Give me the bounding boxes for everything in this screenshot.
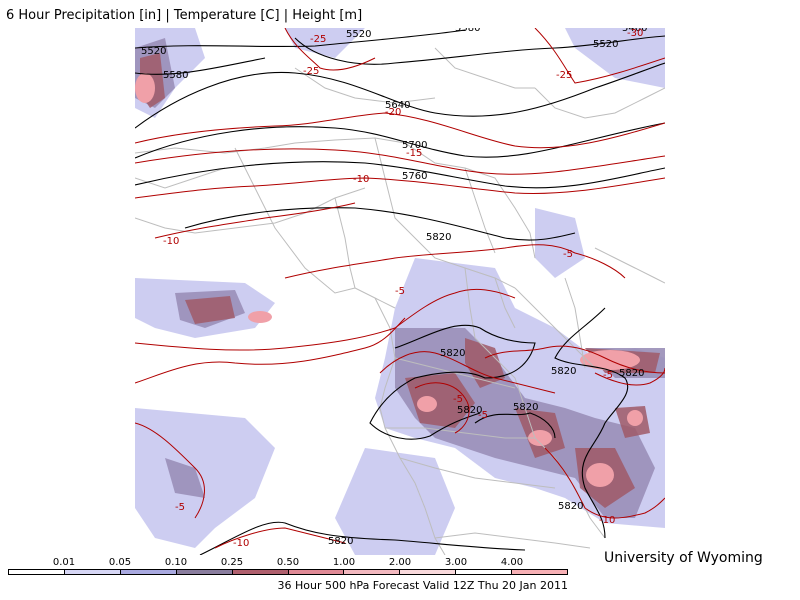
temp-label: -5 [175, 502, 185, 513]
height-label: 5460 [622, 28, 647, 34]
height-label: 5520 [346, 29, 371, 40]
legend-swatch [288, 570, 345, 574]
legend-threshold-label: 0.01 [52, 557, 76, 568]
height-label: 5820 [558, 501, 583, 512]
legend-swatch [512, 570, 568, 574]
forecast-caption: 36 Hour 500 hPa Forecast Valid 12Z Thu 2… [277, 579, 568, 592]
height-label: 5820 [426, 232, 451, 243]
temp-label: -10 [353, 174, 369, 185]
precip-legend: 0.01 0.05 0.10 0.25 0.50 1.00 2.00 3.00 4.00 36 … [8, 557, 568, 597]
temp-label: -10 [599, 515, 615, 526]
legend-threshold-label: 0.05 [108, 557, 132, 568]
height-label: 5640 [385, 100, 410, 111]
temp-label: -10 [233, 538, 249, 549]
temperature-contours [135, 28, 665, 549]
height-label: 5520 [593, 39, 618, 50]
temp-label: -5 [478, 410, 488, 421]
legend-threshold-label: 0.25 [220, 557, 244, 568]
map-canvas: 5520 5580 5460 5520 5520 5580 5640 5700 … [135, 28, 665, 555]
height-label: 5820 [619, 368, 644, 379]
temp-label: -15 [406, 148, 422, 159]
credit-text: University of Wyoming [604, 550, 763, 566]
temp-label: -5 [453, 394, 463, 405]
legend-swatch [456, 570, 513, 574]
height-label: 5820 [551, 366, 576, 377]
temp-label: -5 [603, 370, 613, 381]
temp-label: -25 [310, 34, 326, 45]
legend-swatch [400, 570, 457, 574]
temp-label: -25 [303, 66, 319, 77]
legend-ticks: 0.01 0.05 0.10 0.25 0.50 1.00 2.00 3.00 4.00 [8, 557, 568, 569]
legend-swatch [232, 570, 289, 574]
legend-swatch [9, 570, 65, 574]
borders [135, 47, 665, 555]
legend-colorbar [8, 569, 568, 575]
forecast-map: 5520 5580 5460 5520 5520 5580 5640 5700 … [135, 28, 665, 555]
legend-threshold-label: 2.00 [388, 557, 412, 568]
legend-threshold-label: 1.00 [332, 557, 356, 568]
height-label: 5580 [455, 28, 480, 34]
precip-max-areas [135, 73, 643, 487]
legend-threshold-label: 0.10 [164, 557, 188, 568]
legend-swatch [120, 570, 177, 574]
legend-swatch [176, 570, 233, 574]
legend-swatch [344, 570, 401, 574]
height-label: 5760 [402, 171, 427, 182]
height-label: 5820 [440, 348, 465, 359]
legend-threshold-label: 0.50 [276, 557, 300, 568]
height-label: 5820 [457, 405, 482, 416]
contour-labels: 5520 5580 5460 5520 5520 5580 5640 5700 … [141, 28, 647, 549]
height-label: 5700 [402, 140, 427, 151]
legend-threshold-label: 4.00 [500, 557, 524, 568]
temp-label: -5 [395, 286, 405, 297]
chart-title: 6 Hour Precipitation [in] | Temperature … [6, 8, 363, 23]
height-label: 5580 [163, 70, 188, 81]
legend-swatch [64, 570, 121, 574]
legend-threshold-label: 3.00 [444, 557, 468, 568]
temp-label: -30 [627, 28, 643, 39]
height-label: 5820 [513, 402, 538, 413]
temp-label: -5 [563, 249, 573, 260]
height-label: 5820 [328, 536, 353, 547]
height-label: 5520 [141, 46, 166, 57]
temp-label: -25 [556, 70, 572, 81]
temp-label: -10 [163, 236, 179, 247]
temp-label: -20 [385, 107, 401, 118]
